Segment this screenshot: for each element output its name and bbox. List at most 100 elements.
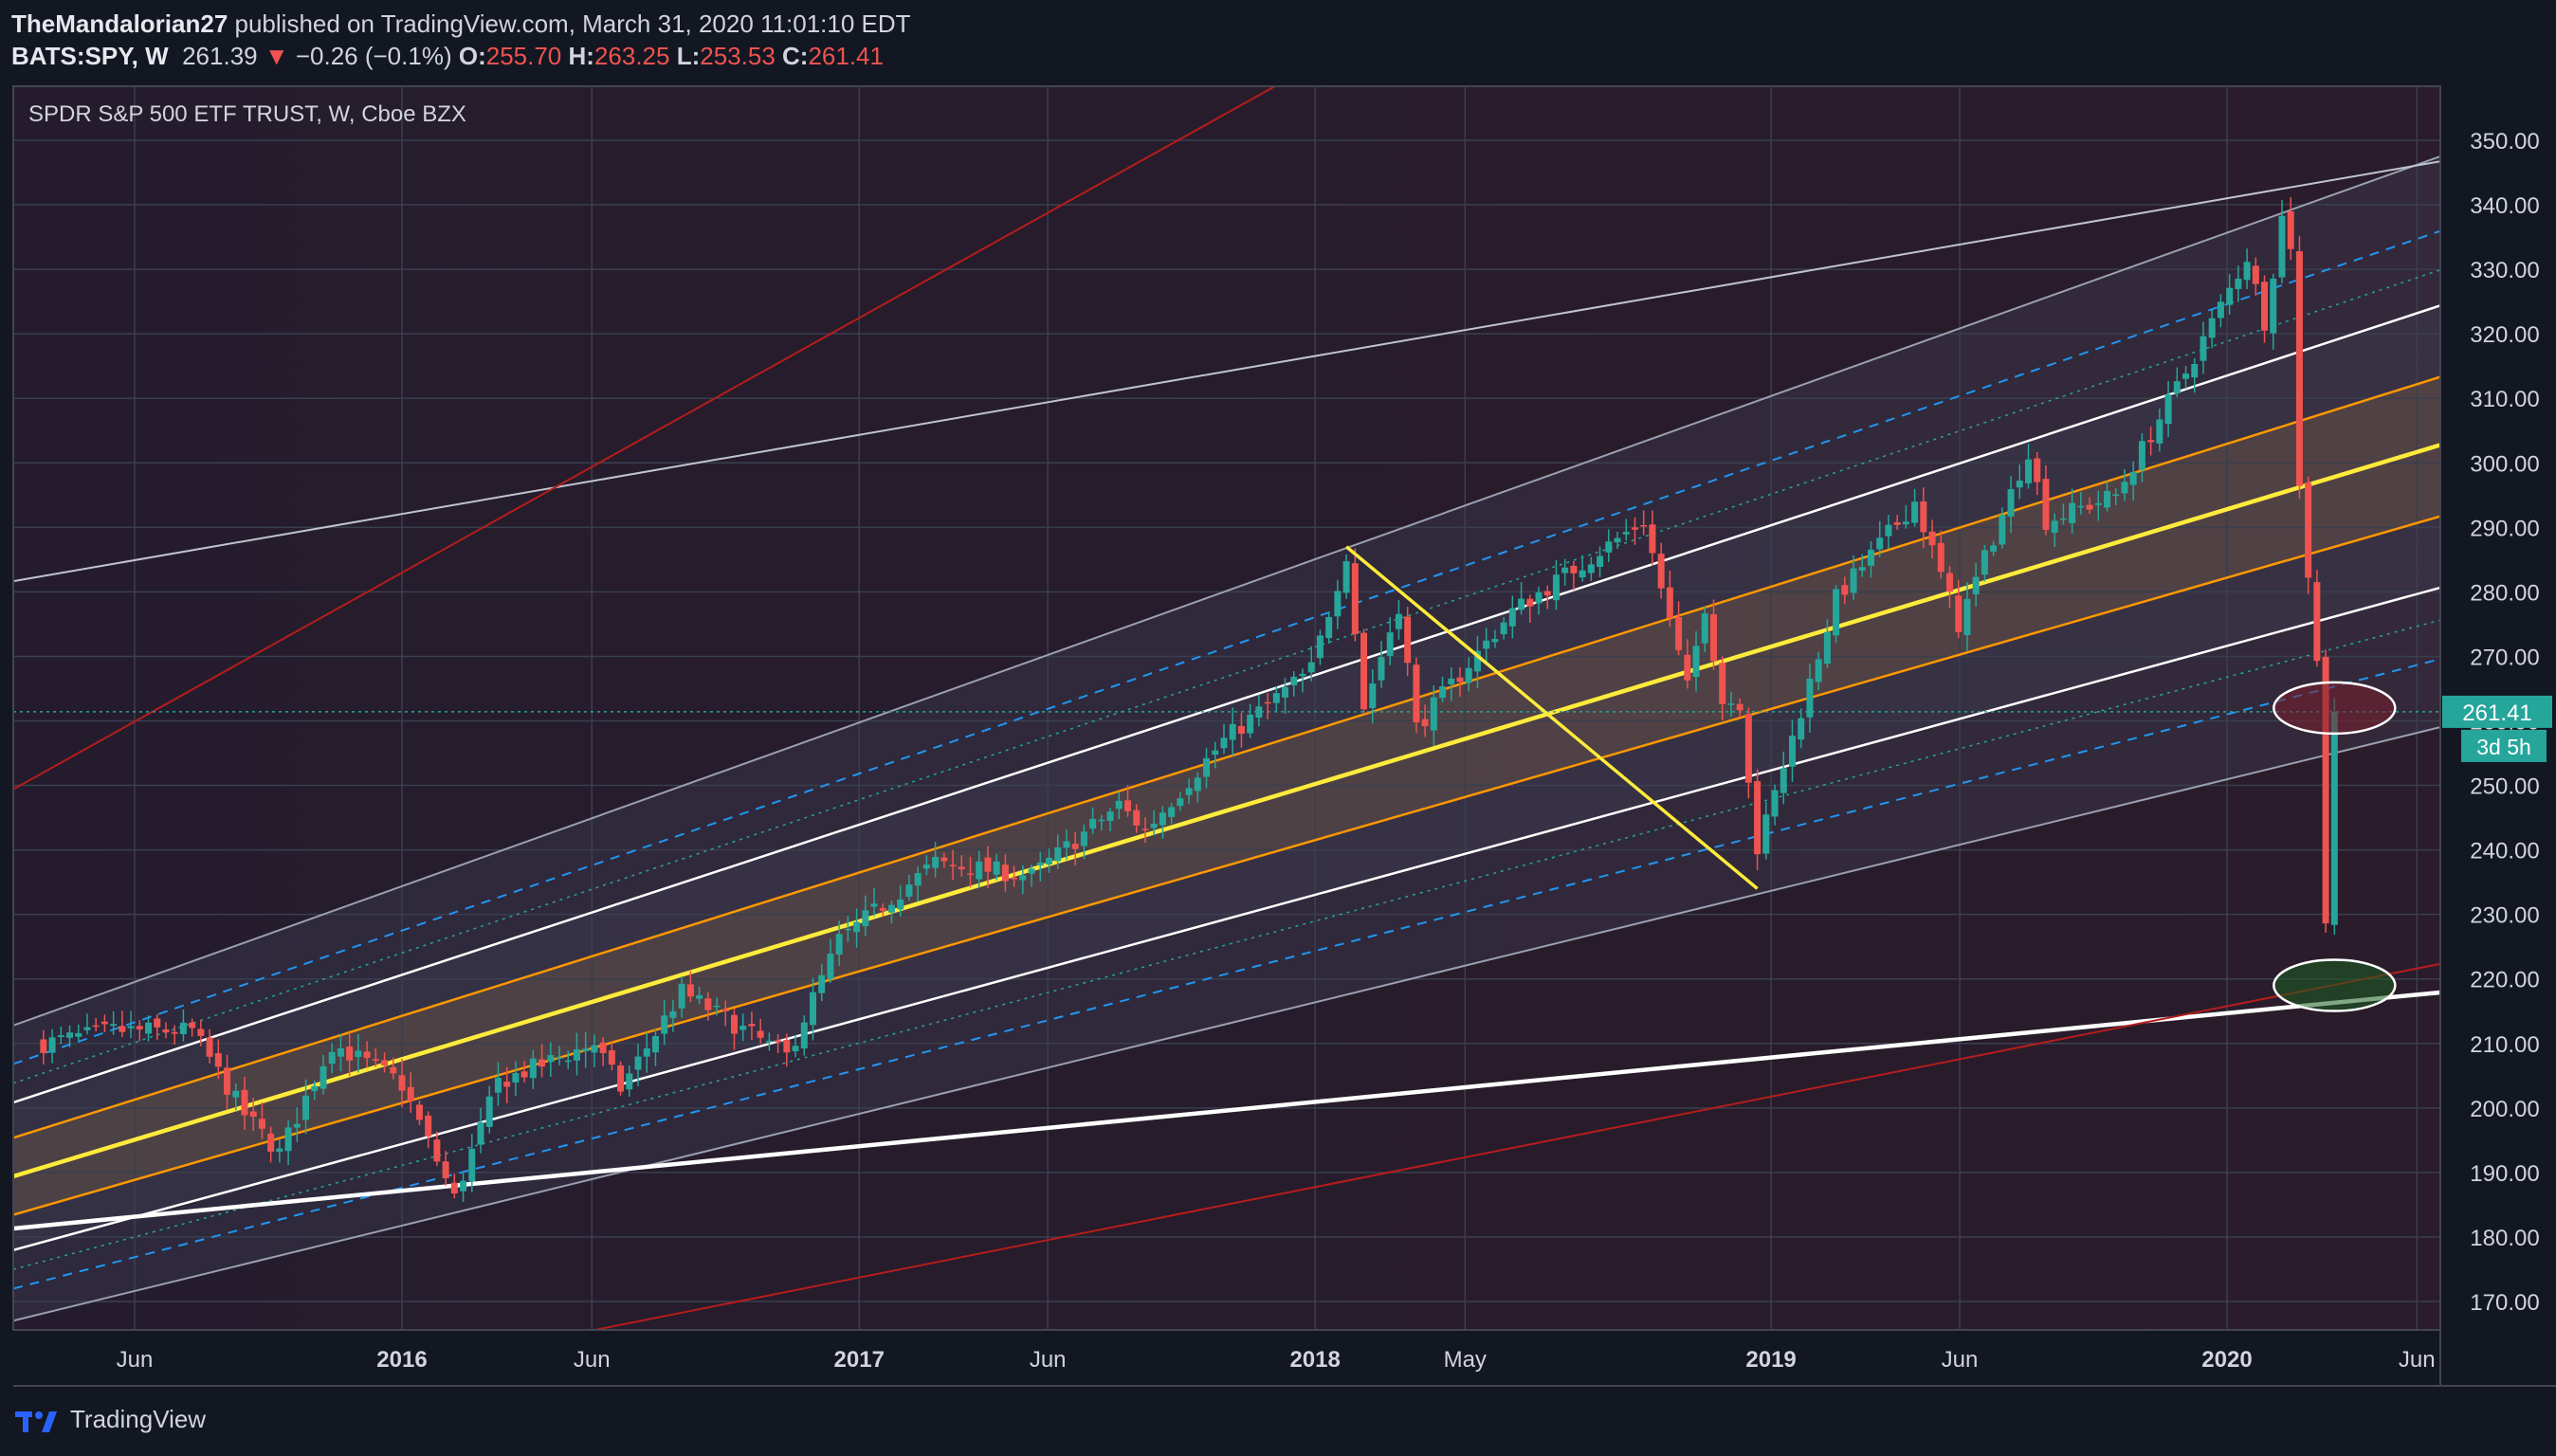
candle-body [337,1048,344,1057]
price-tick-label: 190.00 [2470,1161,2539,1187]
candle-body [2121,482,2128,494]
candle-body [83,1027,91,1030]
regression-center-line [13,443,2440,1179]
tradingview-logo-icon[interactable] [13,1406,61,1434]
author-name[interactable]: TheMandalorian27 [11,9,228,38]
candle-body [1430,697,1437,731]
candle-body [2086,504,2093,510]
candle-body [1272,693,1280,703]
candle-body [547,1055,555,1063]
candle-body [145,1022,153,1034]
candle-body [634,1056,642,1070]
plot-background [13,86,2440,1330]
candle-body [100,1021,108,1025]
candle-body [1561,567,1569,573]
channel-blue-lower [13,658,2440,1290]
candle-body [582,1048,590,1051]
candle-body [949,864,957,866]
channel-orange-upper [13,375,2440,1139]
candle-body [1850,568,1857,593]
candle-body [2287,211,2294,249]
candle-body [1798,718,1805,740]
candle-body [914,872,922,886]
candle-body [1342,561,1350,593]
time-tick-label: 2019 [1745,1347,1796,1373]
candle-body [1535,592,1543,604]
candle-body [887,904,895,913]
candle-body [1666,587,1673,618]
candle-body [940,857,948,862]
candle-body [179,1022,187,1035]
candle-body [503,1082,511,1087]
high-value: 263.25 [593,42,670,70]
candle-body [1011,878,1018,880]
candle-body [1089,818,1097,829]
candle-body [1071,844,1079,849]
candle-body [1413,664,1420,722]
candle-body [48,1037,56,1053]
candle-body [1150,824,1158,828]
candle-body [1981,550,1988,575]
footer-brand[interactable]: TradingView [70,1405,207,1433]
price-tick-label: 200.00 [2470,1097,2539,1122]
candle-body [1203,757,1211,777]
candle-body [599,1042,607,1053]
candle-body [1290,676,1298,685]
candle-body [1229,723,1236,740]
candle-body [2235,278,2242,289]
candle-body [1124,800,1132,811]
candle-body [1709,613,1717,662]
candle-body [608,1049,615,1065]
candle-body [267,1133,275,1152]
candle-body [1990,545,1998,552]
chart-title: SPDR S&P 500 ETF TRUST, W, Cboe BZX [28,101,466,127]
candle-body [1526,598,1534,607]
red-trend-upper [13,86,1277,791]
candle-body [512,1073,520,1083]
candle-body [2104,491,2111,508]
close-value: 261.41 [808,42,884,70]
candle-body [372,1059,379,1061]
candle-body [721,1009,729,1011]
candle-body [1404,616,1412,664]
candle-body [1063,841,1070,848]
candle-body [494,1078,502,1093]
price-tick-label: 350.00 [2470,129,2539,155]
candle-body [809,992,816,1026]
candle-body [2138,441,2145,470]
candle-body [2164,394,2172,425]
ohlc-header: BATS:SPY, W 261.39 ▼ −0.26 (−0.1%) O:255… [11,42,884,71]
candle-body [1920,501,1927,533]
candle-body [1833,589,1840,636]
countdown-tag-label: 3d 5h [2476,735,2531,759]
close-label: C: [782,42,809,70]
candle-body [1316,635,1324,659]
candle-body [1351,563,1359,634]
candle-body [1141,828,1149,830]
price-tick-label: 210.00 [2470,1032,2539,1058]
candle-body [967,873,975,875]
candle-body [1587,564,1595,573]
candle-body [355,1050,362,1058]
price-tick-label: 180.00 [2470,1226,2539,1251]
candle-body [127,1026,135,1028]
candle-body [844,928,851,931]
candle-body [1378,657,1385,681]
candle-body [1212,750,1219,755]
candle-body [1456,677,1464,682]
candle-body [1640,525,1648,527]
candle-body [1448,678,1455,684]
price-tick-label: 250.00 [2470,774,2539,800]
change-value: −0.26 (−0.1%) [295,42,452,70]
candle-body [1841,585,1849,595]
candle-body [870,903,878,907]
candle-body [1369,683,1377,709]
candle-body [1867,549,1874,566]
candle-body [1255,706,1263,719]
price-tick-label: 310.00 [2470,387,2539,412]
candle-body [249,1111,257,1117]
low-value: 253.53 [700,42,776,70]
candle-body [2042,479,2050,530]
candle-body [1185,788,1193,795]
